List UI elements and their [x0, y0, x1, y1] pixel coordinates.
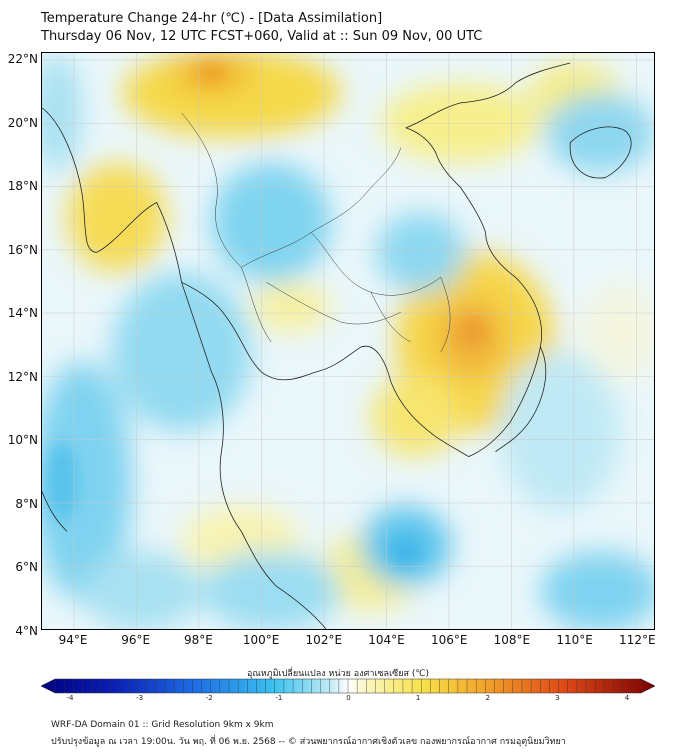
colorbar-tick-label: -1 [275, 694, 283, 702]
lon-label: 102°E [305, 633, 343, 647]
colorbar-tick-label: -2 [205, 694, 213, 702]
lon-label: 96°E [121, 633, 151, 647]
colorbar-title: อุณหภูมิเปลี่ยนแปลง หน่วย องศาเซลเซียส (… [246, 669, 430, 679]
lon-label: 100°E [242, 633, 280, 647]
lat-label: 14°N [7, 306, 38, 320]
lon-label: 112°E [619, 633, 656, 647]
lon-label: 110°E [556, 633, 593, 647]
lon-label: 108°E [493, 633, 531, 647]
colorbar-tick-label: 2 [485, 694, 490, 702]
colorbar-tick-label: -3 [136, 694, 144, 702]
colorbar-tick-label: 1 [415, 694, 421, 702]
colorbar [41, 678, 655, 694]
coastlines [42, 62, 632, 629]
colorbar-tick-label: 3 [555, 694, 560, 702]
footer-model-info: WRF-DA Domain 01 :: Grid Resolution 9km … [51, 720, 274, 730]
temperature-field [42, 53, 654, 629]
chart-title: Temperature Change 24-hr (℃) - [Data Ass… [41, 11, 383, 26]
footer-credit: ปรับปรุงข้อมูล ณ เวลา 19:00น. วัน พฤ. ที… [51, 737, 566, 747]
colorbar-tick-label: -4 [66, 694, 74, 702]
lat-label: 12°N [7, 369, 38, 384]
lat-label: 18°N [7, 179, 38, 193]
temperature-field-detail [45, 64, 487, 566]
lon-label: 104°E [368, 633, 405, 647]
temperature-map [41, 52, 655, 630]
chart-subtitle: Thursday 06 Nov, 12 UTC FCST+060, Valid … [41, 29, 483, 44]
lat-label: 22°N [7, 52, 38, 66]
map-gridlines [42, 53, 654, 629]
borders [181, 112, 451, 353]
lat-label: 16°N [7, 242, 38, 257]
lat-label: 6°N [15, 560, 38, 574]
colorbar-tick-label: 0 [346, 694, 351, 702]
lon-label: 94°E [58, 633, 88, 647]
lat-label: 4°N [15, 623, 38, 638]
lat-label: 10°N [7, 433, 38, 447]
map-canvas [42, 53, 654, 629]
lon-label: 98°E [183, 633, 213, 647]
colorbar-tick-label: 4 [624, 694, 630, 702]
lon-label: 106°E [430, 633, 468, 647]
lat-label: 8°N [15, 496, 38, 511]
lat-label: 20°N [7, 115, 38, 130]
